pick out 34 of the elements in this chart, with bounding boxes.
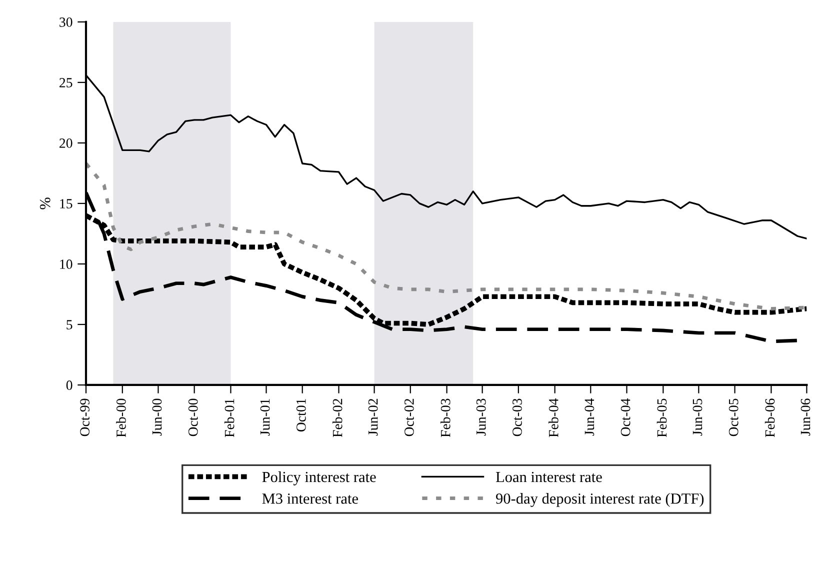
legend-label: Loan interest rate [496, 472, 602, 482]
x-tick-label: Jun-06 [800, 398, 810, 436]
x-tick-label: Oct-03 [512, 398, 522, 436]
y-tick-label: 0 [66, 380, 72, 390]
x-tick-label: Jun-05 [692, 398, 702, 436]
x-tick-label: Oct-00 [188, 398, 198, 436]
x-tick-label: Jun-00 [152, 398, 162, 436]
x-tick-label: Feb-02 [332, 398, 342, 438]
x-tick-label: Feb-06 [764, 398, 775, 438]
x-tick-label: Feb-05 [656, 398, 667, 438]
x-tick-label: Feb-03 [440, 398, 450, 438]
x-tick-label: Jun-01 [260, 399, 270, 436]
y-tick-label: 15 [60, 199, 72, 208]
line-series [86, 162, 807, 310]
y-tick-label: 10 [60, 260, 72, 269]
x-tick-label: Feb-04 [548, 398, 558, 438]
y-tick-label: 5 [66, 320, 72, 330]
legend-label: M3 interest rate [262, 494, 358, 504]
legend-label: Policy interest rate [262, 471, 376, 486]
x-tick-label: Jun-04 [584, 398, 594, 436]
x-tick-label: Feb-00 [116, 398, 126, 438]
y-axis-title: % [40, 198, 50, 210]
x-tick-label: Jun-02 [368, 398, 378, 436]
x-tick-label: Jun-03 [476, 398, 486, 436]
x-tick-label: Oct01 [296, 399, 306, 432]
x-tick-label: Feb-01 [224, 398, 234, 438]
legend-label: 90-day deposit interest rate (DTF) [496, 493, 704, 507]
x-tick-label: Oct-04 [620, 398, 630, 436]
y-tick-label: 30 [60, 18, 72, 27]
x-tick-label: Oct-99 [80, 398, 90, 436]
y-tick-label: 20 [60, 138, 72, 148]
x-tick-label: Oct-02 [404, 398, 414, 436]
y-tick-label: 25 [60, 78, 72, 88]
x-tick-label: Oct-05 [728, 398, 738, 436]
